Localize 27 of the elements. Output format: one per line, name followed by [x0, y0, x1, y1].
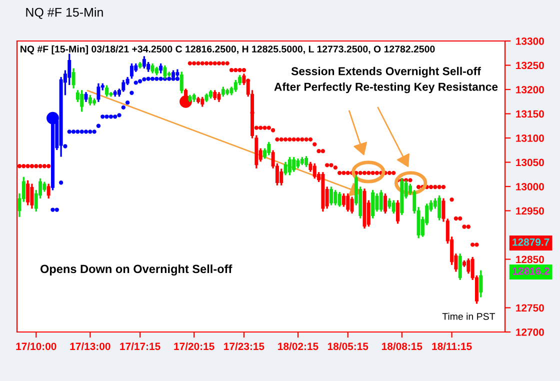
- y-tick-label: 13150: [516, 110, 544, 118]
- y-tick-label: 13250: [516, 62, 544, 70]
- chart-title: NQ #F 15-Min: [26, 8, 103, 19]
- y-tick-label: 13200: [516, 86, 544, 94]
- y-tick-label: 12850: [516, 256, 544, 264]
- x-tick-label: 18/02:15: [278, 342, 318, 350]
- x-tick-label: 18/08:15: [382, 342, 422, 350]
- x-tick-label: 17/20:15: [174, 342, 214, 350]
- y-tick-label: 13000: [516, 183, 544, 190]
- x-tick-label: 18/11:15: [432, 342, 472, 350]
- y-tick-label: 13300: [516, 38, 544, 45]
- annotation: Time in PST: [442, 312, 496, 320]
- x-tick-label: 17/13:00: [70, 342, 110, 350]
- x-tick-label: 17/17:15: [120, 342, 160, 350]
- x-tick-label: 18/05:15: [328, 342, 368, 350]
- y-tick-label: 13050: [516, 158, 544, 166]
- y-tick-label: 12950: [516, 207, 544, 215]
- y-tick-label: 12750: [516, 304, 544, 312]
- annotation: Session Extends Overnight Sell-off After Perfectly Re-testing Key Resistance: [274, 66, 498, 94]
- x-tick-label: 17/10:00: [16, 342, 56, 350]
- x-tick-label: 17/23:15: [224, 342, 264, 350]
- text: 12816.2: [512, 267, 550, 275]
- annotation: Opens Down on Overnight Sell-off: [40, 264, 232, 276]
- chart-subtitle: NQ #F [15-Min] 03/18/21 +34.2500 C 12816.2500, H 12825.5000, L 12773.2500, O 12782.2500: [20, 45, 435, 54]
- text: 12879.7: [512, 238, 550, 246]
- y-tick-label: 12700: [516, 328, 544, 336]
- y-tick-label: 13100: [516, 134, 544, 142]
